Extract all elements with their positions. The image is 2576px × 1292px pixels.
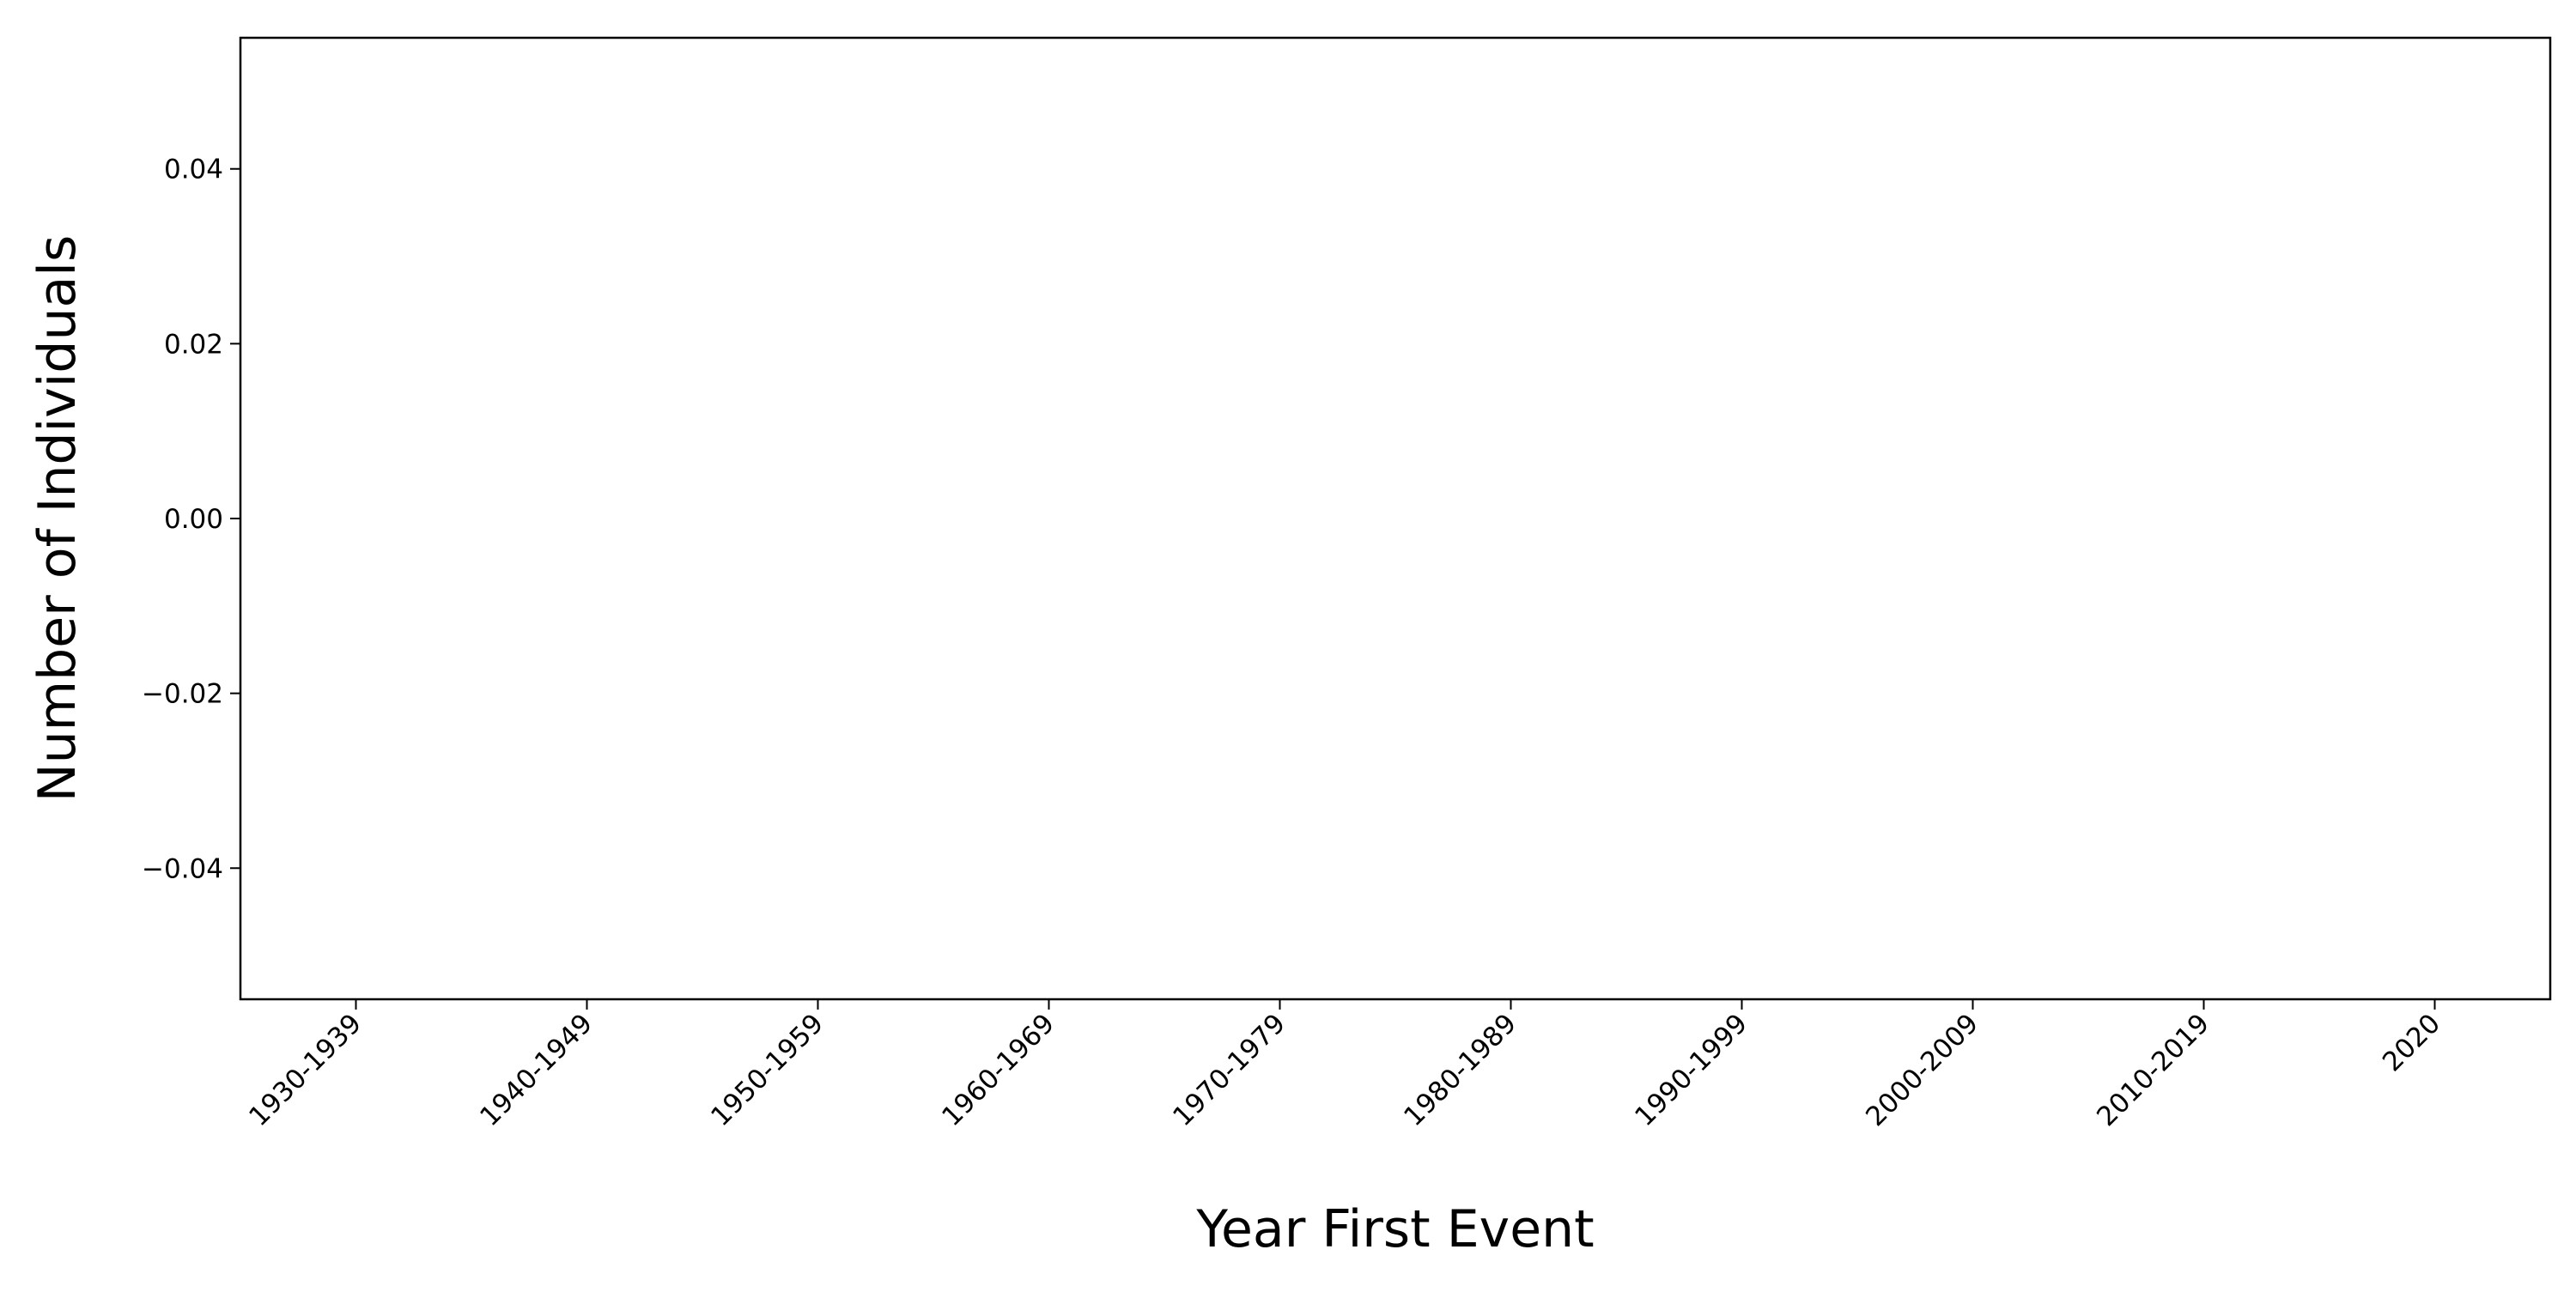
y-axis-label: Number of Individuals <box>27 235 88 802</box>
x-axis-label: Year First Event <box>1195 1199 1594 1259</box>
x-tick-label: 2010-2019 <box>2091 1008 2215 1132</box>
axes-frame <box>239 36 2552 1001</box>
y-tick-label: −0.02 <box>142 679 223 710</box>
x-axis-ticks: 1930-1939 1940-1949 1950-1959 1960-1969 1970… <box>243 999 2446 1132</box>
x-tick-label: 1970-1979 <box>1167 1008 1291 1132</box>
y-tick-label: 0.04 <box>164 155 223 185</box>
x-tick-label: 1980-1989 <box>1398 1008 1522 1132</box>
x-tick-label: 1960-1969 <box>936 1008 1060 1132</box>
x-tick-label: 1990-1999 <box>1629 1008 1753 1132</box>
x-tick-label: 1950-1959 <box>705 1008 829 1132</box>
y-tick-label: 0.02 <box>164 329 223 360</box>
x-tick-label: 1940-1949 <box>474 1008 598 1132</box>
y-tick-label: 0.00 <box>164 504 223 535</box>
x-tick-label: 1930-1939 <box>243 1008 368 1132</box>
x-tick-label: 2000-2009 <box>1860 1008 1984 1132</box>
y-axis-ticks: −0.04 −0.02 0.00 0.02 0.04 <box>142 155 240 884</box>
x-tick-label: 2020 <box>2377 1008 2446 1077</box>
y-tick-label: −0.04 <box>142 853 223 884</box>
